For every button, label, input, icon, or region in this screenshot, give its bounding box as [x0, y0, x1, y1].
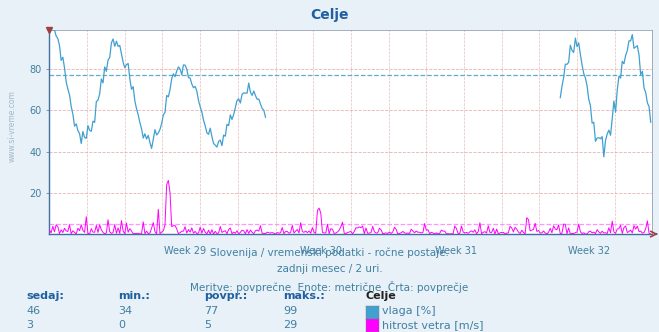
- Text: sedaj:: sedaj:: [26, 291, 64, 301]
- Text: Week 32: Week 32: [568, 246, 610, 256]
- Text: Slovenija / vremenski podatki - ročne postaje.: Slovenija / vremenski podatki - ročne po…: [210, 247, 449, 258]
- Text: Week 29: Week 29: [164, 246, 206, 256]
- Text: 77: 77: [204, 306, 219, 316]
- Text: povpr.:: povpr.:: [204, 291, 248, 301]
- Text: 29: 29: [283, 320, 298, 330]
- Text: 99: 99: [283, 306, 298, 316]
- Text: www.si-vreme.com: www.si-vreme.com: [8, 90, 17, 162]
- Text: 0: 0: [119, 320, 126, 330]
- Text: maks.:: maks.:: [283, 291, 325, 301]
- Text: min.:: min.:: [119, 291, 150, 301]
- Text: 5: 5: [204, 320, 212, 330]
- Text: Celje: Celje: [366, 291, 397, 301]
- Text: Week 31: Week 31: [436, 246, 477, 256]
- Text: Week 30: Week 30: [300, 246, 342, 256]
- Text: Meritve: povprečne  Enote: metrične  Črta: povprečje: Meritve: povprečne Enote: metrične Črta:…: [190, 281, 469, 292]
- Text: 34: 34: [119, 306, 132, 316]
- Text: 46: 46: [26, 306, 40, 316]
- Text: hitrost vetra [m/s]: hitrost vetra [m/s]: [382, 320, 484, 330]
- Text: zadnji mesec / 2 uri.: zadnji mesec / 2 uri.: [277, 264, 382, 274]
- Text: vlaga [%]: vlaga [%]: [382, 306, 436, 316]
- Text: 3: 3: [26, 320, 34, 330]
- Text: Celje: Celje: [310, 8, 349, 22]
